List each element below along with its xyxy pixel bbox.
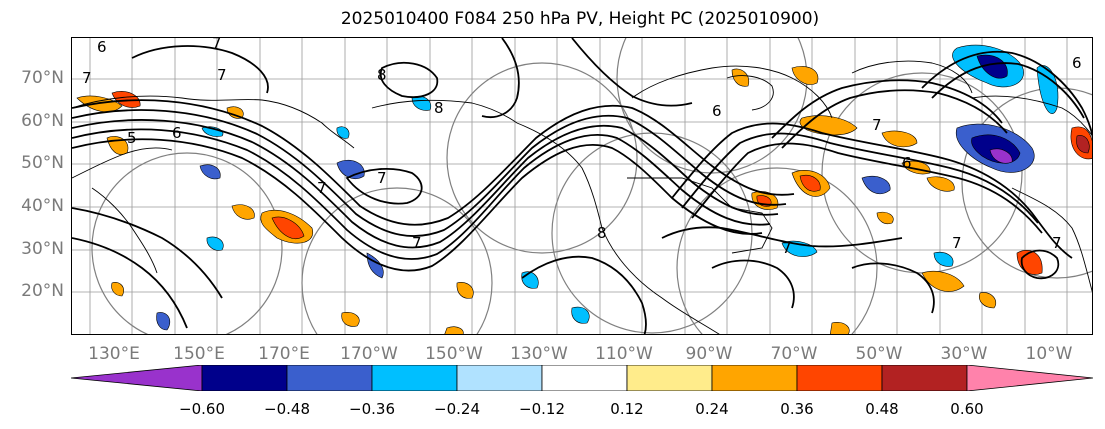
height-contours: [72, 38, 1092, 334]
contour-label: 7: [1052, 234, 1062, 252]
colorbar: [70, 364, 1094, 392]
contour-label: 8: [377, 66, 387, 84]
lat-label: 70°N: [21, 68, 64, 88]
contour-label: 6: [172, 124, 182, 142]
contour-labels: 6 7 7 8 8 7 7 7 6 7 6 7 7 7 6 5 6 7 8: [82, 38, 1082, 257]
lon-label: 10°W: [1025, 344, 1073, 364]
contour-label: 7: [317, 179, 327, 197]
lon-label: 150°E: [173, 344, 225, 364]
contour-label: 7: [782, 239, 792, 257]
pv-shading: [76, 44, 1092, 334]
colorbar-tick-label: 0.36: [780, 400, 814, 418]
contour-label: 7: [377, 169, 387, 187]
colorbar-bin: [711, 364, 798, 392]
map-canvas: 6 7 7 8 8 7 7 7 6 7 6 7 7 7 6 5 6 7 8: [72, 38, 1092, 334]
lon-label: 170°W: [340, 344, 398, 364]
contour-label: 6: [902, 154, 912, 172]
colorbar-bin: [371, 364, 458, 392]
colorbar-extend-high: [966, 364, 1094, 392]
contour-label: 6: [97, 38, 107, 56]
lat-label: 40°N: [21, 196, 64, 216]
colorbar-tick-label: −0.36: [349, 400, 395, 418]
contour-label: 8: [597, 224, 607, 242]
colorbar-bin: [456, 364, 543, 392]
contour-label: 7: [412, 234, 422, 252]
lon-label: 130°W: [510, 344, 568, 364]
colorbar-tick-label: 0.12: [610, 400, 644, 418]
colorbar-tick-label: −0.24: [434, 400, 480, 418]
colorbar-extend-low: [70, 364, 203, 392]
lon-label: 110°W: [595, 344, 653, 364]
colorbar-tick-label: 0.60: [950, 400, 984, 418]
colorbar-svg: [70, 364, 1094, 392]
colorbar-bin: [286, 364, 373, 392]
contour-label: 7: [82, 69, 92, 87]
colorbar-tick-label: −0.12: [519, 400, 565, 418]
colorbar-bin: [201, 364, 288, 392]
lat-label: 60°N: [21, 111, 64, 131]
colorbar-tick-label: −0.60: [179, 400, 225, 418]
lon-label: 70°W: [770, 344, 818, 364]
lat-label: 50°N: [21, 153, 64, 173]
contour-label: 7: [952, 234, 962, 252]
contour-label: 6: [712, 102, 722, 120]
colorbar-bin: [796, 364, 883, 392]
colorbar-bin: [541, 364, 628, 392]
map-title: 2025010400 F084 250 hPa PV, Height PC (2…: [340, 9, 820, 29]
lon-label: 30°W: [940, 344, 988, 364]
contour-label: 8: [434, 99, 444, 117]
lon-label: 150°W: [425, 344, 483, 364]
colorbar-tick-label: 0.48: [865, 400, 899, 418]
lat-label: 30°N: [21, 239, 64, 259]
lon-label: 170°E: [258, 344, 310, 364]
contour-label: 6: [1072, 54, 1082, 72]
lon-label: 130°E: [88, 344, 140, 364]
contour-label: 5: [127, 129, 137, 147]
lat-label: 20°N: [21, 281, 64, 301]
lon-label: 90°W: [685, 344, 733, 364]
map-panel: 6 7 7 8 8 7 7 7 6 7 6 7 7 7 6 5 6 7 8: [71, 37, 1093, 335]
lon-label: 50°W: [855, 344, 903, 364]
contour-label: 7: [217, 66, 227, 84]
colorbar-tick-label: −0.48: [264, 400, 310, 418]
graticule: [72, 38, 1092, 334]
colorbar-tick-label: 0.24: [695, 400, 729, 418]
contour-label: 7: [872, 116, 882, 134]
colorbar-bin: [881, 364, 968, 392]
contour-label: 7: [212, 38, 222, 52]
colorbar-bin: [626, 364, 713, 392]
